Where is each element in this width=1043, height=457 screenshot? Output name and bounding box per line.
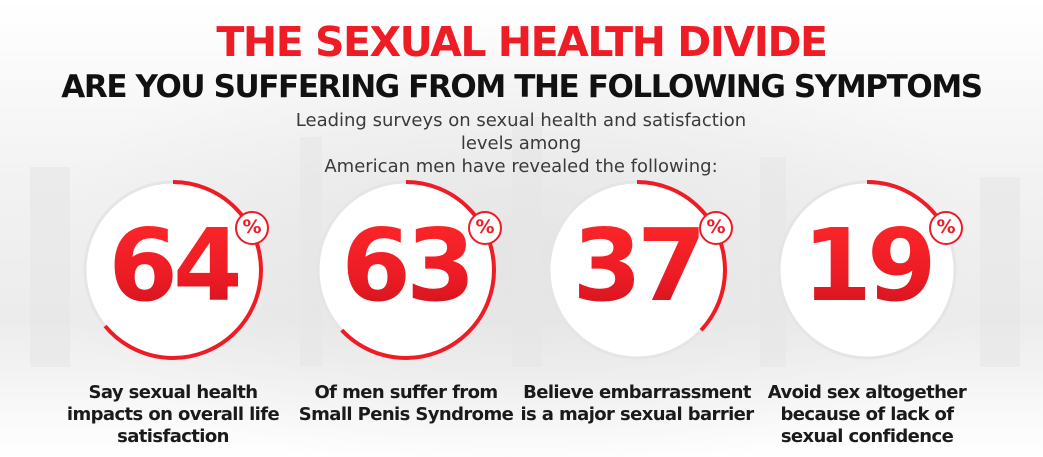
ring-graphic [316,180,496,360]
background-building [512,117,542,367]
stat-value: 37 [552,201,722,331]
intro-line: Leading surveys on sexual health and sat… [295,110,747,154]
progress-ring: 37 % [542,175,733,365]
ring-progress-arc [547,180,727,360]
page-subtitle: ARE YOU SUFFERING FROM THE FOLLOWING SYM… [61,69,983,105]
progress-ring: 63 % [311,175,502,365]
ring-progress-arc [316,180,496,360]
stat-caption: Say sexual health impacts on overall lif… [66,382,280,447]
percent-badge: % [235,211,269,245]
ring-graphic [547,180,727,360]
page-title: THE SEXUAL HEALTH DIVIDE [216,18,828,66]
background-building [30,167,70,367]
stat-caption: Of men suffer from Small Penis Syndrome [298,382,514,425]
stat-card: 37 % Believe embarrassment is a major se… [517,175,754,457]
ring-progress-arc [777,180,957,360]
stat-caption: Avoid sex altogether because of lack of … [767,382,967,447]
ring-graphic [83,180,263,360]
intro-text: Leading surveys on sexual health and sat… [271,109,771,178]
percent-badge: % [929,211,963,245]
stat-card: 64 % Say sexual health impacts on overal… [53,175,283,457]
background-building [300,137,322,367]
background-building [980,177,1020,367]
ring-graphic [777,180,957,360]
stat-value: 63 [321,201,491,331]
stat-card: 19 % Avoid sex altogether because of lac… [747,175,977,457]
progress-ring: 64 % [78,175,269,365]
percent-badge: % [468,211,502,245]
stat-caption: Believe embarrassment is a major sexual … [520,382,754,425]
ring-progress-arc [83,180,263,360]
stat-value: 19 [782,201,952,331]
percent-badge: % [699,211,733,245]
stat-value: 64 [88,201,258,331]
stat-card: 63 % Of men suffer from Small Penis Synd… [286,175,516,457]
progress-ring: 19 % [772,175,963,365]
intro-line: American men have revealed the following… [324,156,718,177]
